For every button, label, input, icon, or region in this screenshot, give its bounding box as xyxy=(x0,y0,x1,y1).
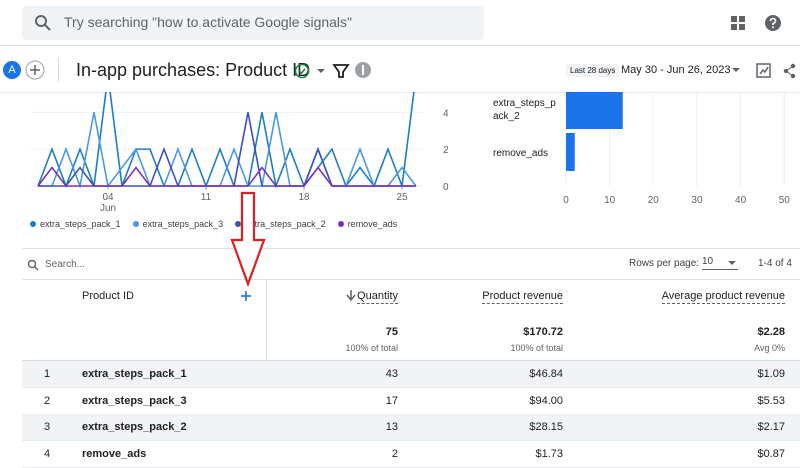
table-cell: $94.00 xyxy=(529,394,563,407)
top-bar xyxy=(0,0,800,46)
legend-label: extra_steps_pack_3 xyxy=(142,219,224,229)
legend-swatch xyxy=(132,221,139,227)
table-cell: 43 xyxy=(385,368,398,380)
table-row xyxy=(22,414,800,441)
pagination: 1-4 of 4 xyxy=(758,258,792,269)
table-cell: $2.17 xyxy=(757,421,785,433)
x-tick-label: 10 xyxy=(604,195,616,206)
y-tick-label: 0 xyxy=(443,182,449,193)
header-divider xyxy=(22,360,800,361)
legend-swatch xyxy=(235,221,242,227)
search-box[interactable] xyxy=(22,6,484,40)
row-number: 2 xyxy=(44,394,51,407)
table-cell: remove_ads xyxy=(82,447,147,460)
search-icon xyxy=(35,15,51,31)
x-tick-label: 50 xyxy=(779,195,791,206)
column-header[interactable]: Quantity xyxy=(357,290,398,304)
y-tick-label: 4 xyxy=(443,108,449,119)
date-range[interactable]: May 30 - Jun 26, 2023 xyxy=(621,64,731,76)
table-cell: $1.73 xyxy=(535,447,563,460)
total-note: Avg 0% xyxy=(754,343,785,353)
legend-label: extra_steps_pack_2 xyxy=(245,219,326,229)
bar xyxy=(566,92,623,129)
column-header[interactable]: Average product revenue xyxy=(661,290,785,304)
line-series xyxy=(38,112,417,189)
x-tick-label: 11 xyxy=(201,192,212,203)
divider xyxy=(58,58,59,82)
x-tick-label: 40 xyxy=(735,195,747,206)
total-value: $170.72 xyxy=(523,326,563,338)
sort-icon[interactable] xyxy=(346,289,356,301)
x-tick-label: 04 xyxy=(102,192,114,203)
table-search[interactable]: Search... xyxy=(45,259,86,270)
bar xyxy=(566,133,575,171)
row-number: 3 xyxy=(44,421,51,433)
rows-per-page-label: Rows per page: xyxy=(629,258,700,269)
x-tick-label: 20 xyxy=(648,195,660,206)
add-dimension[interactable] xyxy=(240,290,252,302)
row-number: 1 xyxy=(44,368,51,380)
title-row xyxy=(0,46,800,93)
date-range-label[interactable]: Last 28 days xyxy=(566,64,620,77)
total-value: 75 xyxy=(385,326,398,338)
help-icon[interactable] xyxy=(764,14,782,32)
annotation-arrow xyxy=(230,191,266,288)
avatar[interactable]: A xyxy=(3,61,21,79)
total-note: 100% of total xyxy=(510,343,563,353)
column-header[interactable]: Product ID xyxy=(82,290,134,302)
legend-swatch xyxy=(337,221,344,227)
bar-category-label: remove_ads xyxy=(493,148,549,159)
add-comparison[interactable] xyxy=(25,60,45,80)
report-title: In-app purchases: Product ID xyxy=(76,60,311,80)
search-placeholder[interactable]: Try searching "how to activate Google si… xyxy=(64,14,353,30)
y-tick-label: 2 xyxy=(443,145,449,156)
rows-per-page[interactable]: 10 xyxy=(702,256,738,270)
legend-item: extra_steps_pack_3 xyxy=(132,219,224,229)
table-cell: $5.53 xyxy=(757,394,785,407)
bar-category-label: extra_steps_pack_2 xyxy=(493,98,556,122)
total-value: $2.28 xyxy=(757,326,785,338)
x-tick-label: 30 xyxy=(691,195,703,206)
x-tick-label: 25 xyxy=(396,192,408,203)
row-number: 4 xyxy=(44,447,51,460)
table-cell: 13 xyxy=(385,421,398,433)
section-divider xyxy=(22,248,800,249)
table-top-border xyxy=(22,279,800,280)
column-header[interactable]: Product revenue xyxy=(482,290,563,304)
line-series xyxy=(37,166,416,187)
table-cell: extra_steps_pack_3 xyxy=(82,394,187,407)
apps-icon[interactable] xyxy=(730,15,746,31)
x-tick-label: 18 xyxy=(298,192,310,203)
dropdown-icon[interactable] xyxy=(727,259,737,267)
table-cell: 2 xyxy=(391,447,398,460)
info-icon[interactable] xyxy=(354,61,372,79)
table-cell: $1.09 xyxy=(757,368,785,380)
legend-item: remove_ads xyxy=(337,219,398,229)
table-search-icon xyxy=(27,259,39,271)
legend-label: remove_ads xyxy=(347,219,398,229)
table-cell: extra_steps_pack_1 xyxy=(82,368,187,380)
table-cell: $0.87 xyxy=(757,447,785,460)
legend-label: extra_steps_pack_1 xyxy=(40,219,121,229)
x-month-label: Jun xyxy=(100,203,116,214)
table-cell: $46.84 xyxy=(529,368,563,380)
legend-swatch xyxy=(30,221,36,227)
x-tick-label: 0 xyxy=(563,195,569,206)
title-icons[interactable] xyxy=(293,62,353,80)
legend: extra_steps_pack_1 extra_steps_pack_3 extr… xyxy=(30,219,397,229)
table-cell: $28.15 xyxy=(529,421,563,433)
total-note: 100% of total xyxy=(345,343,398,353)
legend-item: extra_steps_pack_1 xyxy=(30,219,121,229)
table-cell: extra_steps_pack_2 xyxy=(82,421,187,433)
legend-item: extra_steps_pack_2 xyxy=(235,219,326,229)
header-actions[interactable] xyxy=(730,63,800,79)
bar-chart: 0 10 20 30 40 50 xyxy=(563,92,791,206)
table-cell: 17 xyxy=(385,394,398,407)
table-row xyxy=(22,440,800,468)
